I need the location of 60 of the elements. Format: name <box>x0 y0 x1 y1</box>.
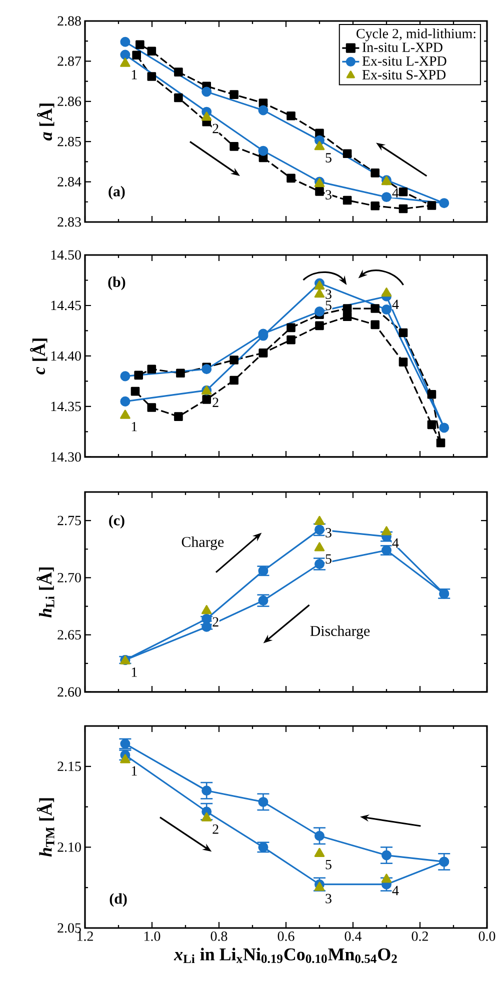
annotation: 3 <box>326 290 332 299</box>
y-axis-title: h$_{Li}$ [Å] <box>36 567 54 618</box>
y-tick-label: 2.05 <box>58 923 81 933</box>
y-tick-label: 14.30 <box>51 452 81 462</box>
annotation: (d) <box>110 893 127 907</box>
annotation: Discharge <box>310 626 370 640</box>
x-tick-label: 0.6 <box>278 932 294 941</box>
annotation: (a) <box>108 186 125 200</box>
annotation: 2 <box>212 824 218 834</box>
y-tick-label: 2.70 <box>58 572 81 582</box>
annotation: 5 <box>326 554 332 564</box>
y-axis-title: a [Å] <box>36 104 54 140</box>
x-tick-label: 0.2 <box>412 932 428 941</box>
annotation: 5 <box>326 860 332 870</box>
y-tick-label: 2.84 <box>58 177 82 187</box>
annotation: 5 <box>326 153 332 162</box>
y-axis-title: h$_{TM}$ [Å] <box>36 798 54 857</box>
annotation: 2 <box>212 617 218 626</box>
y-tick-label: 2.85 <box>58 136 81 146</box>
y-tick-label: 2.86 <box>58 96 82 106</box>
legend-label: In-situ L-XPD <box>362 42 442 52</box>
annotation: 3 <box>326 894 332 904</box>
y-tick-label: 2.65 <box>58 630 81 640</box>
annotation: 1 <box>132 766 137 776</box>
y-tick-label: 2.15 <box>58 762 81 772</box>
x-tick-label: 0.8 <box>210 932 228 941</box>
x-tick-label: 1.0 <box>144 932 160 941</box>
legend-label: Ex-situ S-XPD <box>362 70 446 80</box>
y-tick-label: 2.75 <box>58 516 81 526</box>
annotation: 4 <box>392 188 399 198</box>
y-tick-label: 14.40 <box>51 351 81 361</box>
x-tick-label: 0.0 <box>478 932 496 941</box>
y-tick-label: 14.50 <box>51 250 81 260</box>
annotation: 2 <box>212 124 218 134</box>
y-tick-label: 2.87 <box>58 56 82 66</box>
y-tick-label: 14.45 <box>51 300 81 310</box>
annotation: 1 <box>132 70 137 80</box>
annotation: 2 <box>212 398 218 407</box>
y-tick-label: 2.83 <box>58 217 81 227</box>
annotation: 3 <box>326 528 332 538</box>
annotation: 1 <box>132 422 137 432</box>
annotation: Charge <box>182 536 224 550</box>
legend-label: Ex-situ L-XPD <box>362 56 446 66</box>
y-tick-label: 2.10 <box>58 842 81 852</box>
annotation: 4 <box>392 538 399 548</box>
x-tick-label: 1.2 <box>77 932 93 941</box>
y-tick-label: 2.60 <box>58 687 81 697</box>
annotation: 4 <box>392 300 399 309</box>
y-axis-title: c [Å] <box>30 338 48 374</box>
annotation: 4 <box>392 886 399 896</box>
x-tick-label: 0.4 <box>344 932 362 941</box>
y-tick-label: 2.88 <box>58 16 81 26</box>
text: x$_{Li}$ in Li$_{x}$Ni$_{0.19}$Co$_{0.10}$Mn$_{0.54}$O$_{2}$ <box>174 948 397 964</box>
y-tick-label: 14.35 <box>51 402 81 412</box>
legend-title: Cycle 2, mid-lithium: <box>356 28 476 42</box>
annotation: (b) <box>108 276 126 290</box>
annotation: 1 <box>132 668 137 677</box>
annotation: 3 <box>326 190 332 200</box>
annotation: (c) <box>109 514 124 528</box>
annotation: 5 <box>326 300 332 310</box>
